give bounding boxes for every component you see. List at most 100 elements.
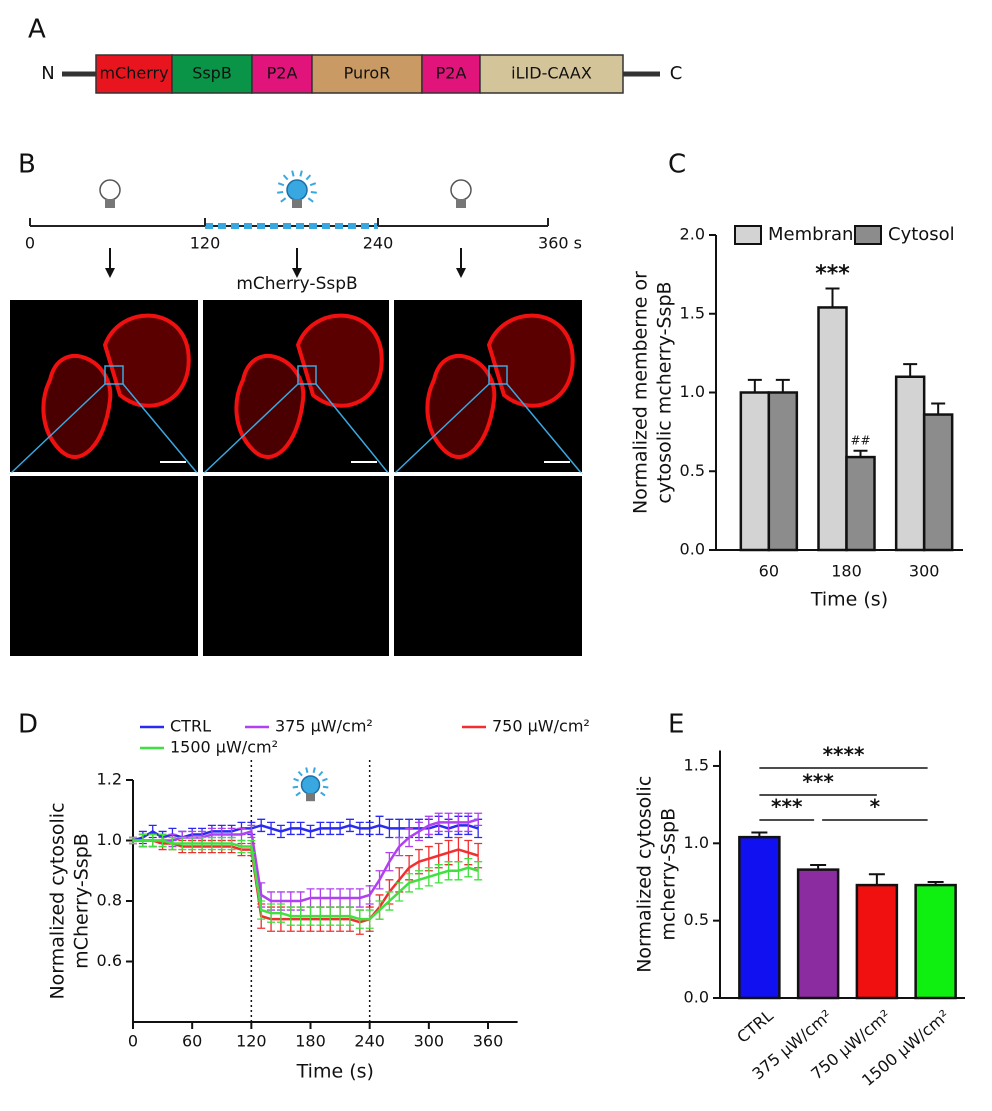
panel-label: A <box>28 15 46 45</box>
series-line <box>133 839 479 921</box>
significance: **** <box>823 743 865 767</box>
zoom-line <box>202 383 299 475</box>
bulb-base <box>306 793 316 802</box>
bar <box>855 883 899 1000</box>
y-tick-label: 1.5 <box>680 303 705 322</box>
zoom-line <box>315 383 390 475</box>
ray <box>322 777 328 782</box>
x-tick-label: 360 <box>473 1032 504 1051</box>
y-tick-label: 0.0 <box>680 540 705 559</box>
ray <box>293 777 300 782</box>
ray <box>309 182 317 187</box>
panel-label: C <box>668 150 686 180</box>
x-tick-label: 300 <box>909 562 940 581</box>
cell <box>41 354 113 459</box>
y-tick-label: 1.2 <box>97 770 122 789</box>
bar <box>767 391 799 552</box>
ray <box>292 785 299 789</box>
x-tick-label: 240 <box>354 1032 385 1051</box>
bulb-icon <box>292 767 329 802</box>
error-bar <box>747 378 762 393</box>
bulb-icon <box>99 179 121 208</box>
ray <box>318 770 324 777</box>
zoom-line <box>122 383 199 475</box>
segment-label: iLID-CAAX <box>511 64 592 83</box>
panel-label: E <box>668 710 684 740</box>
ray <box>277 182 285 187</box>
bulb-icon <box>450 179 472 208</box>
y-tick-label: 0.8 <box>97 891 122 910</box>
segment-label: mCherry <box>99 64 168 83</box>
bar <box>922 413 954 552</box>
bulb-glass <box>99 179 121 201</box>
bulb-base <box>292 199 302 208</box>
bar <box>914 883 957 1000</box>
timeline-label: 360 s <box>538 234 582 253</box>
bulb-icon <box>277 170 317 208</box>
timeline-label: 0 <box>25 234 35 253</box>
bulb-base <box>105 199 115 208</box>
timeline-label: 240 <box>363 234 394 253</box>
x-axis-title: Time (s) <box>296 1061 374 1083</box>
significance: * <box>870 795 881 819</box>
bar <box>817 306 848 552</box>
cell <box>295 313 384 408</box>
y-tick-label: 1.0 <box>97 830 122 849</box>
error-bar <box>775 378 790 393</box>
x-tick-label: 120 <box>236 1032 267 1051</box>
y-axis-title: mcherry-SspB <box>658 808 680 941</box>
panel-label: B <box>18 150 36 180</box>
legend-label: 750 μW/cm² <box>492 717 590 736</box>
ray <box>291 170 295 177</box>
bulb-glass <box>286 179 308 201</box>
legend-label: 1500 μW/cm² <box>170 738 278 757</box>
zoom-line <box>9 383 106 475</box>
error-bar <box>903 363 918 377</box>
ray <box>312 767 316 774</box>
bar <box>845 455 876 552</box>
legend-label: Membrane <box>768 224 864 245</box>
y-tick-label: 2.0 <box>680 225 705 244</box>
legend-swatch <box>854 225 882 245</box>
error-bar <box>474 861 483 881</box>
y-tick-label: 0.0 <box>684 988 709 1007</box>
x-tick-label: 60 <box>182 1032 202 1051</box>
y-tick-label: 1.0 <box>680 382 705 401</box>
ray <box>282 174 289 181</box>
ray <box>280 197 287 203</box>
segment-label: P2A <box>436 64 467 83</box>
significance: *** <box>802 770 834 794</box>
x-tick-label: 60 <box>759 562 779 581</box>
ray <box>322 785 329 789</box>
n-terminus: N <box>41 63 54 84</box>
bulb-base <box>456 199 466 208</box>
roi-box <box>488 365 508 385</box>
y-axis-title: Normalized cytosolic <box>634 776 656 973</box>
ray <box>310 190 317 194</box>
segment-label: SspB <box>192 64 232 83</box>
bulb-glass <box>300 775 321 795</box>
y-axis-title: cytosolic mcherry-SspB <box>654 281 676 503</box>
zoom-line <box>506 383 583 475</box>
error-bar <box>868 873 885 886</box>
zoom-texture <box>394 476 582 656</box>
ray <box>299 170 303 177</box>
cell <box>425 354 497 459</box>
error-bar <box>825 287 840 308</box>
error-bar <box>931 402 946 415</box>
image-label: mCherry-SspB <box>236 274 357 294</box>
zoom-texture <box>10 476 198 656</box>
ray <box>305 767 309 774</box>
panel-label: D <box>18 710 38 740</box>
roi-box <box>104 365 124 385</box>
x-tick-label: CTRL <box>733 1006 777 1047</box>
series-line <box>133 839 479 924</box>
legend-label: 375 μW/cm² <box>275 717 373 736</box>
y-tick-label: 0.6 <box>97 951 122 970</box>
legend-label: Cytosol <box>888 224 955 245</box>
bar <box>739 391 771 552</box>
x-tick-label: 180 <box>831 562 862 581</box>
y-tick-label: 1.5 <box>684 755 709 774</box>
legend-swatch <box>734 225 762 245</box>
